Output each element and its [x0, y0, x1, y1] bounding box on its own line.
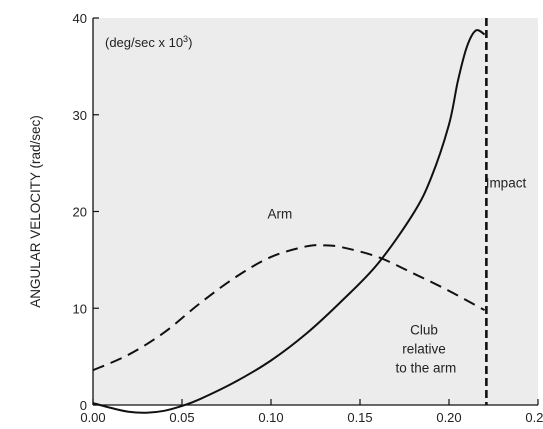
x-tick-label: 0.25: [525, 410, 543, 425]
y-tick-label: 40: [73, 11, 87, 26]
secondary-axis-unit: (deg/sec x 103): [105, 34, 192, 50]
annotation-club-line-3: to the arm: [395, 360, 456, 375]
y-tick-label: 10: [73, 301, 87, 316]
plot-background: [93, 18, 538, 405]
secondary-unit-exponent: 3: [183, 34, 188, 44]
x-tick-label: 0.15: [347, 410, 372, 425]
annotation-arm: Arm: [268, 206, 293, 221]
y-tick-label: 30: [73, 108, 87, 123]
y-tick-label: 0: [80, 398, 87, 413]
arm-series-line: [92, 244, 486, 372]
y-tick-label: 20: [73, 205, 87, 220]
ticks-layer: 0.000.050.100.150.200.250102030405101520: [73, 11, 543, 425]
x-tick-label: 0.05: [169, 410, 194, 425]
annotation-club-line-2: relative: [402, 341, 446, 356]
annotation-club: Club relative to the arm: [395, 322, 456, 375]
annotation-club-line-1: Club: [410, 322, 438, 337]
series-layer: [92, 29, 486, 414]
x-tick-label: 0.10: [258, 410, 283, 425]
x-tick-label: 0.00: [80, 410, 105, 425]
x-tick-label: 0.20: [436, 410, 461, 425]
y-axis-label: ANGULAR VELOCITY (rad/sec): [28, 115, 43, 308]
secondary-unit-text: (deg/sec x 10: [105, 35, 183, 50]
secondary-unit-close: ): [188, 35, 192, 50]
annotation-impact: Impact: [486, 175, 527, 190]
club-series-line: [92, 29, 486, 414]
